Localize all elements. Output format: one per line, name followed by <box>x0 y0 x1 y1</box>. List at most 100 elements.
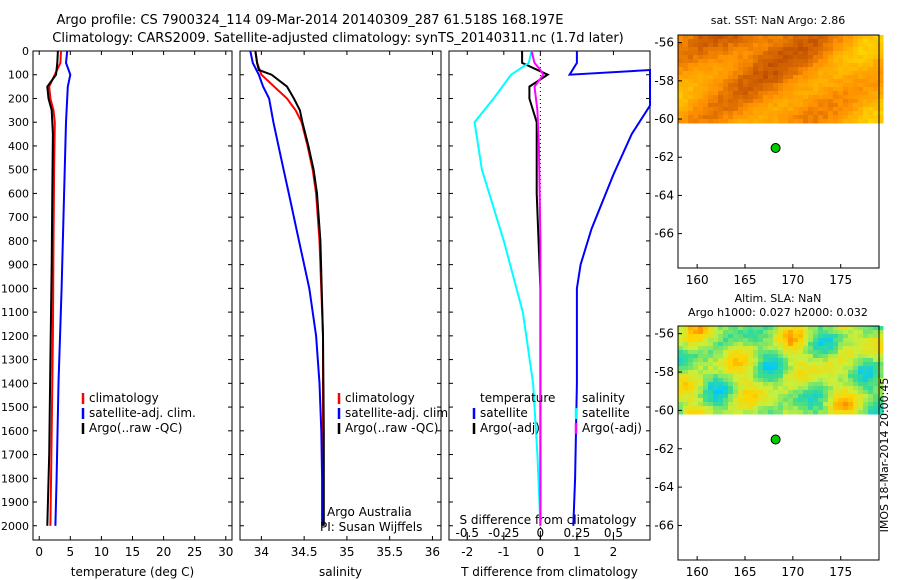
heatmap-cell <box>868 71 874 76</box>
heatmap-cell <box>713 67 719 72</box>
heatmap-cell <box>838 111 844 116</box>
heatmap-cell <box>693 398 699 403</box>
heatmap-cell <box>803 398 809 403</box>
heatmap-cell <box>678 382 684 387</box>
heatmap-cell <box>698 119 704 124</box>
heatmap-cell <box>858 354 864 359</box>
heatmap-cell <box>873 406 879 411</box>
heatmap-cell <box>748 39 754 44</box>
heatmap-cell <box>738 55 744 60</box>
heatmap-cell <box>718 366 724 371</box>
heatmap-cell <box>783 330 789 335</box>
heatmap-cell <box>803 51 809 56</box>
heatmap-cell <box>873 95 879 100</box>
heatmap-cell <box>823 346 829 351</box>
heatmap-cell <box>798 99 804 104</box>
heatmap-cell <box>693 35 699 40</box>
heatmap-cell <box>788 35 794 40</box>
heatmap-cell <box>723 111 729 116</box>
heatmap-cell <box>693 390 699 395</box>
heatmap-cell <box>843 342 849 347</box>
heatmap-cell <box>688 35 694 40</box>
heatmap-cell <box>868 83 874 88</box>
heatmap-cell <box>858 75 864 80</box>
heatmap-cell <box>768 35 774 40</box>
heatmap-cell <box>808 410 814 415</box>
heatmap-cell <box>818 390 824 395</box>
heatmap-cell <box>693 75 699 80</box>
heatmap-cell <box>863 342 869 347</box>
heatmap-cell <box>833 410 839 415</box>
heatmap-cell <box>733 79 739 84</box>
heatmap-cell <box>763 410 769 415</box>
heatmap-cell <box>858 55 864 60</box>
heatmap-cell <box>688 334 694 339</box>
heatmap-cell <box>868 95 874 100</box>
heatmap-cell <box>828 51 834 56</box>
heatmap-cell <box>753 366 759 371</box>
heatmap-cell <box>683 87 689 92</box>
heatmap-cell <box>733 35 739 40</box>
heatmap-cell <box>718 382 724 387</box>
heatmap-cell <box>853 79 859 84</box>
heatmap-cell <box>868 402 874 407</box>
heatmap-cell <box>783 382 789 387</box>
heatmap-cell <box>828 346 834 351</box>
heatmap-cell <box>858 330 864 335</box>
heatmap-cell <box>708 370 714 375</box>
heatmap-cell <box>783 390 789 395</box>
heatmap-cell <box>833 334 839 339</box>
heatmap-cell <box>858 35 864 40</box>
heatmap-cell <box>713 334 719 339</box>
heatmap-cell <box>848 103 854 108</box>
heatmap-cell <box>688 107 694 112</box>
heatmap-cell <box>753 334 759 339</box>
heatmap-cell <box>728 99 734 104</box>
heatmap-cell <box>853 47 859 52</box>
heatmap-cell <box>693 342 699 347</box>
heatmap-cell <box>838 59 844 64</box>
heatmap-cell <box>863 326 869 331</box>
heatmap-cell <box>728 350 734 355</box>
heatmap-cell <box>848 394 854 399</box>
heatmap-cell <box>798 350 804 355</box>
heatmap-cell <box>678 95 684 100</box>
heatmap-cell <box>873 378 879 383</box>
heatmap-cell <box>808 79 814 84</box>
heatmap-cell <box>818 59 824 64</box>
heatmap-cell <box>793 83 799 88</box>
heatmap-cell <box>743 119 749 124</box>
heatmap-cell <box>768 326 774 331</box>
heatmap-cell <box>848 63 854 68</box>
heatmap-cell <box>703 43 709 48</box>
heatmap-cell <box>718 119 724 124</box>
heatmap-cell <box>743 334 749 339</box>
heatmap-cell <box>873 63 879 68</box>
heatmap-cell <box>683 398 689 403</box>
heatmap-cell <box>843 87 849 92</box>
heatmap-cell <box>818 119 824 124</box>
heatmap-cell <box>738 119 744 124</box>
heatmap-cell <box>713 354 719 359</box>
heatmap-cell <box>768 111 774 116</box>
heatmap-cell <box>693 410 699 415</box>
heatmap-cell <box>823 342 829 347</box>
heatmap-cell <box>858 63 864 68</box>
heatmap-cell <box>753 342 759 347</box>
heatmap-cell <box>853 374 859 379</box>
heatmap-cell <box>693 338 699 343</box>
heatmap-cell <box>743 354 749 359</box>
heatmap-cell <box>848 115 854 120</box>
heatmap-cell <box>838 47 844 52</box>
heatmap-cell <box>818 115 824 120</box>
y-tick-label: 1600 <box>1 425 29 438</box>
heatmap-cell <box>728 370 734 375</box>
heatmap-cell <box>828 79 834 84</box>
heatmap-cell <box>773 59 779 64</box>
heatmap-cell <box>878 55 884 60</box>
heatmap-cell <box>758 103 764 108</box>
heatmap-cell <box>838 350 844 355</box>
heatmap-cell <box>873 362 879 367</box>
heatmap-cell <box>698 115 704 120</box>
heatmap-cell <box>838 79 844 84</box>
